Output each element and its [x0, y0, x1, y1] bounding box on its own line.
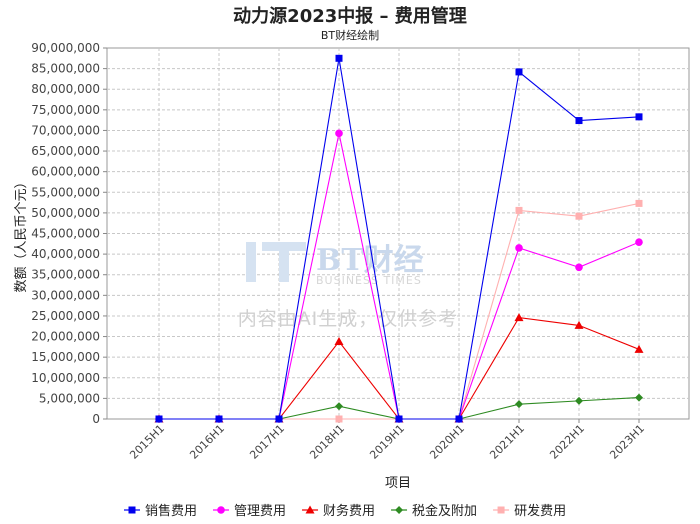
- legend-item-1: 销售费用: [124, 503, 197, 519]
- y-tick-label: 75,000,000: [31, 103, 100, 117]
- y-tick-label: 20,000,000: [31, 330, 100, 344]
- data-point: [635, 199, 643, 207]
- legend-label: 管理费用: [234, 504, 286, 519]
- series-layer: [154, 54, 644, 423]
- x-tick-label: 2017H1: [247, 422, 287, 462]
- data-point: [334, 337, 344, 346]
- legend-marker: [128, 506, 136, 514]
- x-axis-label: 项目: [385, 476, 411, 491]
- data-point: [575, 263, 583, 272]
- watermark-logo-icon: [246, 242, 256, 282]
- data-point: [635, 113, 643, 121]
- legend-item-5: 研发费用: [493, 503, 566, 519]
- legend-marker: [217, 506, 225, 514]
- legend: 销售费用 管理费用 财务费用 税金及附加 研发费用: [124, 503, 566, 519]
- legend-marker: [395, 506, 404, 514]
- data-point: [515, 244, 523, 252]
- y-tick-label: 90,000,000: [31, 41, 100, 55]
- data-point: [335, 129, 343, 138]
- data-point: [335, 402, 343, 411]
- x-tick-label: 2023H1: [607, 422, 647, 462]
- legend-label: 财务费用: [323, 503, 375, 519]
- watermark-brand-en: BUSINESS TIMES: [316, 274, 422, 287]
- y-tick-label: 25,000,000: [31, 309, 100, 323]
- data-point: [515, 400, 523, 409]
- legend-label: 销售费用: [145, 503, 197, 519]
- series-1: [155, 54, 643, 423]
- y-axis-ticks: 0 5,000,000 10,000,000 15,000,000 20,000,000…: [31, 41, 107, 426]
- y-tick-label: 85,000,000: [31, 62, 100, 76]
- x-tick-label: 2020H1: [427, 422, 467, 462]
- legend-marker: [305, 505, 315, 514]
- legend-label: 税金及附加: [412, 503, 477, 519]
- data-point: [635, 238, 643, 246]
- x-tick-label: 2019H1: [367, 422, 407, 462]
- data-point: [574, 320, 584, 329]
- y-tick-label: 15,000,000: [31, 350, 100, 364]
- x-tick-label: 2022H1: [547, 422, 587, 462]
- x-tick-label: 2015H1: [127, 422, 167, 462]
- y-tick-label: 60,000,000: [31, 165, 100, 179]
- data-point: [335, 54, 343, 62]
- y-tick-label: 5,000,000: [39, 391, 100, 405]
- x-tick-label: 2018H1: [307, 422, 347, 462]
- legend-item-2: 管理费用: [213, 504, 286, 519]
- data-point: [634, 344, 644, 353]
- y-tick-label: 10,000,000: [31, 371, 100, 385]
- legend-item-4: 税金及附加: [391, 503, 477, 519]
- data-point: [395, 415, 403, 423]
- x-tick-label: 2021H1: [487, 422, 527, 462]
- x-tick-label: 2016H1: [187, 422, 227, 462]
- data-point: [215, 415, 223, 423]
- watermark-logo-stem: [279, 251, 289, 282]
- chart-subtitle: BT财经绘制: [320, 29, 380, 42]
- y-tick-label: 45,000,000: [31, 227, 100, 241]
- data-point: [514, 313, 524, 322]
- y-tick-label: 35,000,000: [31, 268, 100, 282]
- x-axis-ticks: 2015H1 2016H1 2017H1 2018H1 2019H1 2020H1 2021…: [127, 419, 647, 462]
- y-tick-label: 0: [92, 412, 100, 426]
- watermark-brand: BT财经: [316, 243, 424, 278]
- data-point: [575, 212, 583, 220]
- legend-item-3: 财务费用: [302, 503, 375, 519]
- data-point: [155, 415, 163, 423]
- y-tick-label: 40,000,000: [31, 247, 100, 261]
- data-point: [515, 68, 523, 76]
- watermark-notice: 内容由AI生成，仅供参考: [238, 308, 459, 330]
- data-point: [335, 415, 343, 423]
- y-tick-label: 55,000,000: [31, 185, 100, 199]
- data-point: [455, 415, 463, 423]
- y-axis-label: 数额（人民币个元）: [14, 175, 29, 292]
- y-tick-label: 65,000,000: [31, 144, 100, 158]
- data-point: [635, 393, 643, 402]
- y-tick-label: 50,000,000: [31, 206, 100, 220]
- chart-title: 动力源2023中报 – 费用管理: [233, 6, 467, 27]
- data-point: [515, 206, 523, 214]
- y-tick-label: 30,000,000: [31, 288, 100, 302]
- data-point: [575, 117, 583, 125]
- data-point: [575, 396, 583, 405]
- watermark-logo-bar: [262, 242, 306, 251]
- watermark: BT财经 BUSINESS TIMES 内容由AI生成，仅供参考: [238, 242, 459, 330]
- legend-label: 研发费用: [514, 503, 566, 519]
- y-tick-label: 70,000,000: [31, 123, 100, 137]
- data-point: [275, 415, 283, 423]
- legend-marker: [497, 506, 505, 514]
- y-tick-label: 80,000,000: [31, 82, 100, 96]
